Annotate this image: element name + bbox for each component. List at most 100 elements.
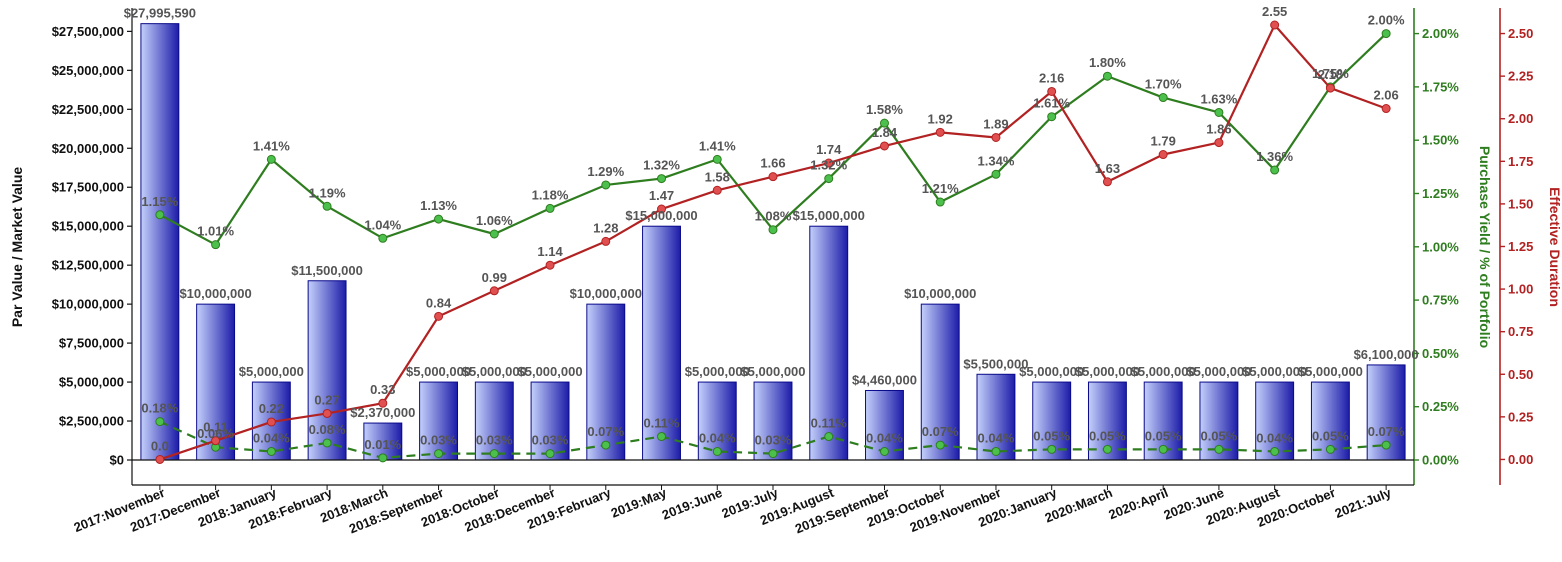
purchase-yield-value-label: 1.80% bbox=[1089, 55, 1126, 70]
effective-duration-axis-tick-label: 2.00 bbox=[1508, 111, 1533, 126]
-of-portfolio-value-label: 0.05% bbox=[1145, 428, 1182, 443]
-of-portfolio-point bbox=[266, 446, 276, 456]
-of-portfolio-value-label: 0.07% bbox=[587, 424, 624, 439]
effective-duration-value-label: 1.14 bbox=[537, 244, 563, 259]
effective-duration-point bbox=[434, 311, 444, 321]
effective-duration-value-label: 1.63 bbox=[1095, 161, 1120, 176]
effective-duration-value-label: 2.18 bbox=[1318, 67, 1343, 82]
effective-duration-value-label: 2.06 bbox=[1373, 88, 1398, 103]
purchase-yield-point bbox=[879, 118, 889, 128]
purchase-yield-point bbox=[768, 225, 778, 235]
purchase-yield-value-label: 1.21% bbox=[922, 181, 959, 196]
left-axis: $0 $2,500,000 $5,000,000 $7,500,000 $10,000,… bbox=[52, 8, 133, 485]
effective-duration-axis-tick-label: 0.25 bbox=[1508, 409, 1533, 424]
-of-portfolio-value-label: 0.05% bbox=[1312, 428, 1349, 443]
-of-portfolio-value-label: 0.06% bbox=[197, 426, 234, 441]
effective-duration-point bbox=[768, 172, 778, 182]
effective-duration-value-label: 1.86 bbox=[1206, 122, 1231, 137]
effective-duration-point bbox=[211, 436, 221, 446]
purchase-yield-axis-tick-label: 1.50% bbox=[1422, 133, 1459, 148]
-of-portfolio-value-label: 0.05% bbox=[1033, 428, 1070, 443]
bar-value-label: $5,000,000 bbox=[406, 364, 471, 379]
effective-duration-value-label: 1.47 bbox=[649, 188, 674, 203]
bar-value-label: $5,000,000 bbox=[1019, 364, 1084, 379]
bar bbox=[586, 303, 626, 461]
purchase-yield-axis-tick-label: 0.25% bbox=[1422, 399, 1459, 414]
-of-portfolio-point bbox=[1158, 444, 1168, 454]
purchase-yield-point bbox=[378, 233, 388, 243]
left-axis-tick-label: $20,000,000 bbox=[52, 141, 124, 156]
-of-portfolio-value-label: 0.04% bbox=[978, 430, 1015, 445]
-of-portfolio-value-label: 0.03% bbox=[476, 433, 513, 448]
bar-value-label: $2,370,000 bbox=[350, 405, 415, 420]
effective-duration-value-label: 0.84 bbox=[426, 295, 452, 310]
bar-value-label: $10,000,000 bbox=[570, 286, 642, 301]
effective-duration-value-label: 1.84 bbox=[872, 125, 898, 140]
left-axis-tick-label: $25,000,000 bbox=[52, 63, 124, 78]
effective-duration-value-label: 0.11 bbox=[203, 420, 228, 435]
effective-duration-point bbox=[657, 204, 667, 214]
purchase-yield-point bbox=[1102, 71, 1112, 81]
bar-value-label: $27,995,590 bbox=[124, 6, 196, 21]
effective-duration-point bbox=[1325, 83, 1335, 93]
left-axis-tick-label: $0 bbox=[110, 453, 124, 468]
purchase-yield-point bbox=[434, 214, 444, 224]
-of-portfolio-value-label: 0.03% bbox=[420, 433, 457, 448]
purchase-yield-value-label: 1.34% bbox=[978, 153, 1015, 168]
purchase-yield-point bbox=[601, 180, 611, 190]
purchase-yield-axis-title: Purchase Yield / % of Portfolio bbox=[1477, 146, 1493, 348]
bar-value-label: $10,000,000 bbox=[904, 286, 976, 301]
bar-value-label: $10,000,000 bbox=[179, 286, 251, 301]
purchase-yield-point bbox=[824, 174, 834, 184]
purchase-yield-value-label: 1.61% bbox=[1033, 96, 1070, 111]
bar-value-label: $5,000,000 bbox=[239, 364, 304, 379]
effective-duration-value-label: 1.74 bbox=[816, 142, 842, 157]
bar-value-label: $15,000,000 bbox=[793, 208, 865, 223]
effective-duration-value-label: 0.22 bbox=[259, 401, 284, 416]
purchase-yield-axis-tick-label: 0.75% bbox=[1422, 293, 1459, 308]
purchase-yield-point bbox=[1214, 107, 1224, 117]
purchase-yield-point bbox=[991, 169, 1001, 179]
left-axis-tick-label: $22,500,000 bbox=[52, 102, 124, 117]
bar bbox=[307, 280, 347, 461]
-of-portfolio-value-label: 0.03% bbox=[532, 433, 569, 448]
purchase-yield-value-label: 1.01% bbox=[197, 224, 234, 239]
-of-portfolio-value-label: 0.18% bbox=[141, 401, 178, 416]
bar bbox=[642, 225, 681, 461]
-of-portfolio-point bbox=[935, 440, 945, 450]
effective-duration-value-label: 0.27 bbox=[314, 392, 339, 407]
left-axis-tick-label: $27,500,000 bbox=[52, 24, 124, 39]
effective-duration-axis-tick-label: 1.00 bbox=[1508, 282, 1533, 297]
line-series bbox=[155, 20, 1391, 464]
effective-duration-point bbox=[601, 236, 611, 246]
effective-duration-point bbox=[1381, 104, 1391, 114]
-of-portfolio-point bbox=[712, 446, 722, 456]
purchase-yield-axis-tick-label: 0.50% bbox=[1422, 346, 1459, 361]
bar-value-label: $5,000,000 bbox=[1075, 364, 1140, 379]
purchase-yield-value-label: 1.36% bbox=[1256, 149, 1293, 164]
purchase-yield-point bbox=[322, 201, 332, 211]
effective-duration-value-label: 2.55 bbox=[1262, 4, 1287, 19]
-of-portfolio-point bbox=[322, 438, 332, 448]
left-axis-tick-label: $2,500,000 bbox=[59, 414, 124, 429]
effective-duration-point bbox=[1047, 86, 1057, 96]
purchase-yield-point bbox=[489, 229, 499, 239]
-of-portfolio-point bbox=[434, 449, 444, 459]
-of-portfolio-point bbox=[824, 432, 834, 442]
-of-portfolio-point bbox=[879, 446, 889, 456]
bar-value-label: $5,000,000 bbox=[1186, 364, 1251, 379]
effective-duration-point bbox=[1102, 177, 1112, 187]
bar-value-label: $5,000,000 bbox=[1298, 364, 1363, 379]
bar bbox=[920, 303, 960, 461]
purchase-yield-value-label: 1.08% bbox=[755, 209, 792, 224]
purchase-yield-value-label: 1.32% bbox=[810, 158, 847, 173]
effective-duration-point bbox=[712, 185, 722, 195]
purchase-yield-value-label: 1.13% bbox=[420, 198, 457, 213]
purchase-yield-point bbox=[935, 197, 945, 207]
purchase-yield-value-label: 1.15% bbox=[141, 194, 178, 209]
-of-portfolio-point bbox=[1325, 444, 1335, 454]
effective-duration-axis-tick-label: 2.25 bbox=[1508, 69, 1533, 84]
bar bbox=[976, 373, 1016, 461]
left-axis-tick-label: $7,500,000 bbox=[59, 336, 124, 351]
x-axis-tick-label: 2019:May bbox=[609, 485, 670, 521]
